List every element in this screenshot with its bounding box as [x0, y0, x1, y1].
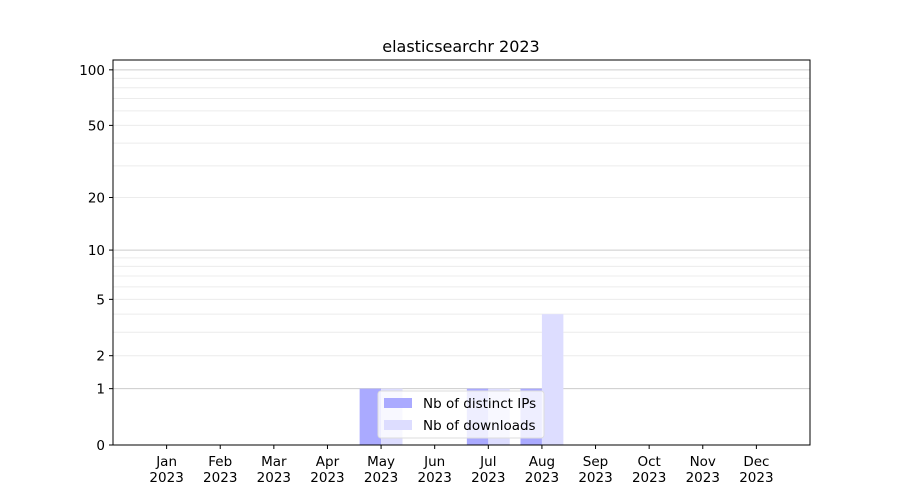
x-tick-label: Mar 2023: [257, 454, 291, 486]
grid: [113, 69, 810, 390]
legend-swatch-downloads: [384, 420, 412, 430]
y-tick-label: 1: [96, 382, 105, 398]
x-tick-label: Dec 2023: [739, 454, 773, 486]
legend-label-downloads: Nb of downloads: [423, 418, 536, 434]
legend-label-ips: Nb of distinct IPs: [423, 396, 536, 412]
legend: Nb of distinct IPs Nb of downloads: [377, 390, 545, 439]
axes: 0 1 2 5 10 20 50 100 Jan 2023 Feb 2023 Mar 2023 Apr 202…: [79, 59, 811, 486]
x-tick-label: May 2023: [364, 454, 398, 486]
chart-title: elasticsearchr 2023: [382, 37, 539, 56]
bar-distinct-ips: [359, 388, 382, 445]
x-tick-label: Feb 2023: [203, 454, 237, 486]
bar-downloads: [541, 314, 564, 445]
x-tick-label: Sep 2023: [578, 454, 612, 486]
y-tick-label: 100: [79, 63, 105, 79]
legend-swatch-ips: [384, 398, 412, 408]
x-tick-label: Apr 2023: [310, 454, 344, 486]
y-tick-label: 2: [96, 349, 105, 365]
y-tick-label: 50: [88, 118, 105, 134]
x-tick-label: Aug 2023: [525, 454, 559, 486]
y-tick-label: 0: [96, 438, 105, 454]
y-tick-label: 10: [88, 243, 105, 259]
x-tick-label: Jul 2023: [471, 454, 505, 486]
y-tick-label: 20: [88, 191, 105, 207]
y-tick-label: 5: [96, 292, 105, 308]
x-tick-label: Oct 2023: [632, 454, 666, 486]
x-tick-label: Nov 2023: [686, 454, 720, 486]
legend-frame: [377, 390, 545, 439]
x-tick-label: Jun 2023: [418, 454, 452, 486]
x-tick-label: Jan 2023: [149, 454, 183, 486]
plot-frame: [112, 59, 811, 446]
